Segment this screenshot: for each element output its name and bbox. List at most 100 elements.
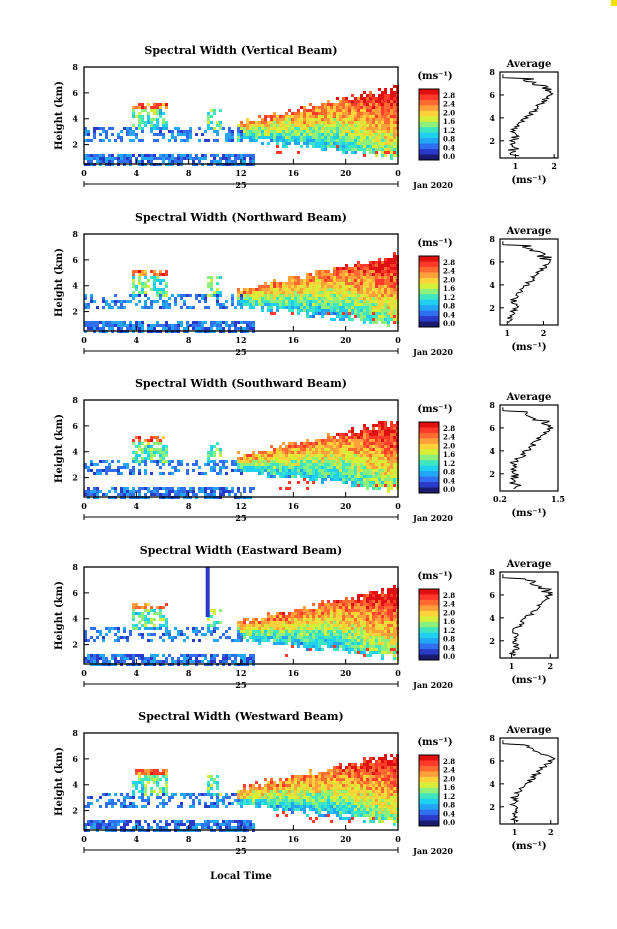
panel-1: Spectral Width (Vertical Beam) 2 4 6 8 Height… (54, 44, 559, 190)
colorbar-tick-label: 0.0 (443, 152, 455, 161)
average-unit-label: (ms⁻¹) (511, 508, 546, 519)
colorbar-segment (419, 449, 439, 456)
colorbar-segment (419, 305, 439, 312)
colorbar-segment (419, 261, 439, 268)
colorbar-tick-label: 0.4 (443, 809, 455, 818)
average-y-tick-label: 2 (489, 469, 495, 479)
colorbar-tick-label: 2.4 (443, 433, 455, 442)
x-tick-label: 4 (134, 168, 140, 178)
colorbar-segment (419, 755, 439, 761)
colorbar-segment (419, 471, 439, 478)
y-tick-label: 8 (72, 395, 78, 405)
day-label: 25 (235, 846, 246, 856)
x-tick-label: 8 (186, 168, 192, 178)
colorbar-segment (419, 454, 439, 461)
x-tick-label: 8 (186, 668, 192, 678)
colorbar-unit: (ms⁻¹) (417, 238, 452, 249)
colorbar-segment (419, 638, 439, 645)
colorbar-segment (419, 476, 439, 483)
colorbar-segment (419, 599, 439, 606)
corner-marker (611, 0, 617, 6)
colorbar-tick-label: 1.2 (443, 792, 455, 801)
panel-4: Spectral Width (Eastward Beam) 2 4 6 8 Height… (54, 544, 559, 690)
average-y-tick-label: 6 (489, 590, 495, 600)
average-title: Average (506, 559, 552, 570)
x-tick-label: 16 (288, 834, 300, 844)
average-y-tick-label: 4 (489, 446, 495, 456)
colorbar-segment (419, 616, 439, 623)
colorbar-segment (419, 809, 439, 816)
heatmap-cells (84, 567, 399, 666)
colorbar-segment (419, 782, 439, 789)
colorbar-tick-label: 1.2 (443, 126, 455, 135)
colorbar-segment (419, 138, 439, 145)
average-y-tick-label: 6 (489, 423, 495, 433)
y-tick-label: 2 (72, 140, 78, 150)
heatmap-cells (84, 754, 399, 832)
y-tick-label: 8 (72, 229, 78, 239)
average-x-tick-label: 1 (504, 328, 510, 338)
date-label: Jan 2020 (412, 180, 453, 190)
average-x-tick-label: 1.5 (551, 494, 565, 504)
colorbar-unit: (ms⁻¹) (417, 571, 452, 582)
colorbar-tick-label: 0.4 (443, 143, 455, 152)
average-y-tick-label: 4 (489, 113, 495, 123)
x-tick-label: 12 (235, 834, 246, 844)
colorbar-frame (418, 588, 440, 661)
average-y-tick-label: 4 (489, 779, 495, 789)
x-tick-label: 0 (81, 501, 87, 511)
colorbar-segment (419, 776, 439, 783)
colorbar-tick-label: 1.6 (443, 617, 455, 626)
colorbar-segment (419, 765, 439, 772)
colorbar-tick-label: 0.8 (443, 135, 455, 144)
colorbar-segment (419, 422, 439, 428)
colorbar-tick-label: 1.2 (443, 293, 455, 302)
colorbar-tick-label: 1.6 (443, 450, 455, 459)
average-y-tick-label: 4 (489, 613, 495, 623)
y-tick-label: 4 (72, 447, 78, 457)
average-y-tick-label: 6 (489, 90, 495, 100)
colorbar-segment (419, 465, 439, 472)
date-label: Jan 2020 (412, 347, 453, 357)
colorbar-segment (419, 110, 439, 117)
x-tick-label: 0 (395, 668, 401, 678)
average-x-tick-label: 1 (509, 661, 515, 671)
y-tick-label: 6 (72, 255, 78, 265)
x-tick-label: 8 (186, 335, 192, 345)
average-x-tick-label: 2 (548, 827, 554, 837)
colorbar-unit: (ms⁻¹) (417, 737, 452, 748)
x-tick-label: 16 (288, 668, 300, 678)
colorbar-tick-label: 2.0 (443, 774, 455, 783)
day-label: 25 (235, 347, 246, 357)
colorbar-segment (419, 266, 439, 273)
average-unit-label: (ms⁻¹) (511, 342, 546, 353)
colorbar-segment (419, 443, 439, 450)
colorbar-tick-label: 2.0 (443, 441, 455, 450)
colorbar-tick-label: 0.0 (443, 319, 455, 328)
date-label: Jan 2020 (412, 513, 453, 523)
x-tick-label: 20 (340, 834, 352, 844)
colorbar-segment (419, 294, 439, 301)
colorbar-segment (419, 654, 439, 661)
y-axis-label: Height (km) (54, 81, 65, 150)
average-y-tick-label: 2 (489, 636, 495, 646)
x-tick-label: 16 (288, 501, 300, 511)
y-tick-label: 6 (72, 88, 78, 98)
colorbar-tick-label: 2.8 (443, 591, 455, 600)
colorbar-segment (419, 277, 439, 284)
colorbar-tick-label: 1.2 (443, 626, 455, 635)
y-tick-label: 2 (72, 640, 78, 650)
colorbar-tick-label: 2.8 (443, 258, 455, 267)
colorbar-segment (419, 815, 439, 822)
x-tick-label: 4 (134, 834, 140, 844)
column-echo (205, 567, 210, 617)
y-axis-label: Height (km) (54, 248, 65, 317)
y-axis-label: Height (km) (54, 414, 65, 483)
average-y-tick-label: 6 (489, 257, 495, 267)
x-tick-label: 12 (235, 335, 246, 345)
average-x-tick-label: 0.2 (493, 494, 507, 504)
x-axis-label: Local Time (210, 871, 272, 882)
colorbar-segment (419, 594, 439, 601)
colorbar-segment (419, 771, 439, 778)
colorbar-frame (418, 754, 440, 827)
